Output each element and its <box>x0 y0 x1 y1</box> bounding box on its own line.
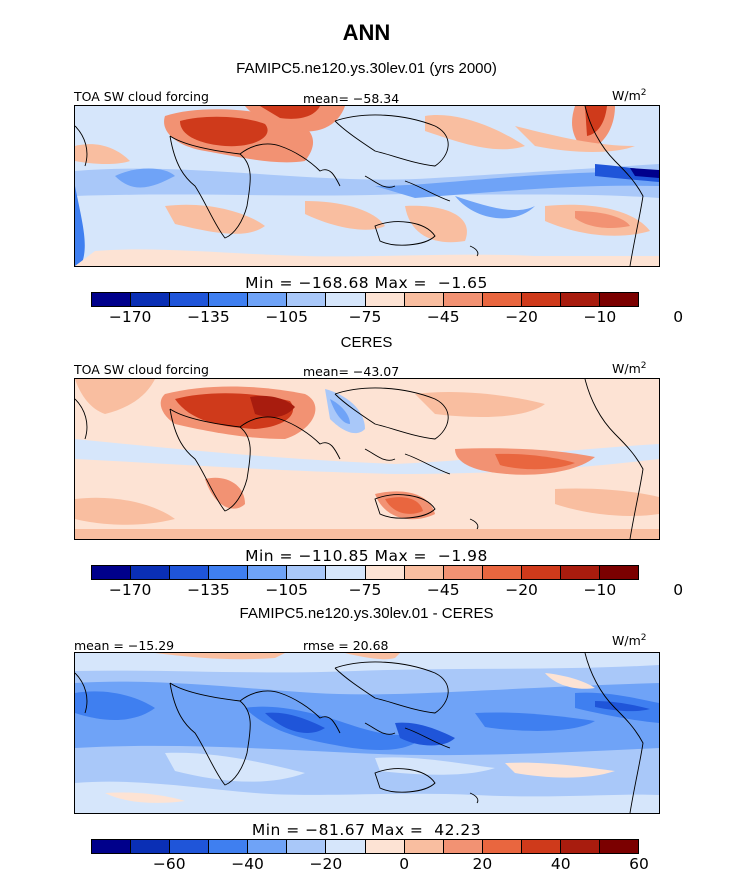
colorbar-swatch <box>92 293 132 306</box>
colorbar-swatch <box>92 566 132 579</box>
panel-2-mean-label: mean= −43.07 <box>303 364 400 379</box>
colorbar-swatch <box>521 293 561 306</box>
panel-2-colorbar-ticks: −170 −135 −105 −75 −45 −20 −10 0 <box>91 581 683 601</box>
panel-2-units: W/m2 <box>612 361 647 377</box>
colorbar-tick-label: −20 <box>309 855 343 873</box>
colorbar-swatch <box>326 840 366 853</box>
colorbar-tick-label: −170 <box>108 308 152 326</box>
colorbar-tick-label: 40 <box>550 855 571 873</box>
colorbar-swatch <box>600 293 639 306</box>
colorbar-swatch <box>560 566 601 579</box>
colorbar-swatch <box>365 840 405 853</box>
colorbar-tick-label: 20 <box>472 855 493 873</box>
colorbar-swatch <box>443 840 483 853</box>
colorbar-tick-label: −10 <box>583 308 617 326</box>
colorbar-swatch <box>404 293 444 306</box>
colorbar-swatch <box>131 566 171 579</box>
panel-1-colorbar <box>91 292 639 307</box>
colorbar-tick-label: −105 <box>265 308 308 326</box>
panel-3-minmax: Min = −81.67 Max = 42.23 <box>251 821 482 839</box>
colorbar-swatch <box>365 293 405 306</box>
panel-3-heading: FAMIPC5.ne120.ys.30lev.01 - CERES <box>239 605 494 622</box>
colorbar-tick-label: −170 <box>108 581 152 599</box>
colorbar-swatch <box>600 566 639 579</box>
panel-2-map <box>74 378 660 540</box>
colorbar-tick-label: −45 <box>426 308 460 326</box>
panel-3-map <box>74 652 660 814</box>
colorbar-swatch <box>482 293 522 306</box>
panel-2-heading: CERES <box>340 334 393 351</box>
colorbar-swatch <box>131 840 171 853</box>
colorbar-swatch <box>287 840 327 853</box>
colorbar-tick-label: 0 <box>673 308 684 326</box>
panel-1-heading: FAMIPC5.ne120.ys.30lev.01 (yrs 2000) <box>236 60 497 77</box>
colorbar-tick-label: −60 <box>152 855 186 873</box>
panel-2-left-label: TOA SW cloud forcing <box>74 362 209 377</box>
colorbar-swatch <box>287 293 327 306</box>
colorbar-tick-label: −40 <box>231 855 264 873</box>
colorbar-swatch <box>248 840 288 853</box>
panel-1-units: W/m2 <box>612 88 647 104</box>
colorbar-swatch <box>482 566 522 579</box>
colorbar-swatch <box>326 293 366 306</box>
colorbar-swatch <box>209 293 249 306</box>
colorbar-tick-label: −135 <box>187 581 230 599</box>
colorbar-tick-label: 0 <box>399 855 410 873</box>
panel-1-left-label: TOA SW cloud forcing <box>74 89 209 104</box>
colorbar-swatch <box>404 840 444 853</box>
colorbar-swatch <box>521 840 561 853</box>
panel-3-left-label: mean = −15.29 <box>74 638 175 653</box>
colorbar-swatch <box>92 840 132 853</box>
panel-3-colorbar <box>91 839 639 854</box>
colorbar-tick-label: −135 <box>187 308 230 326</box>
colorbar-tick-label: −10 <box>583 581 617 599</box>
colorbar-tick-label: 60 <box>629 855 649 873</box>
colorbar-tick-label: −45 <box>426 581 460 599</box>
colorbar-swatch <box>170 293 210 306</box>
colorbar-swatch <box>560 840 601 853</box>
colorbar-swatch <box>248 566 288 579</box>
panel-1-minmax: Min = −168.68 Max = −1.65 <box>245 274 488 292</box>
colorbar-swatch <box>209 566 249 579</box>
colorbar-swatch <box>326 566 366 579</box>
colorbar-tick-label: 0 <box>673 581 684 599</box>
panel-1-colorbar-ticks: −170 −135 −105 −75 −45 −20 −10 0 <box>91 308 683 328</box>
panel-1-map <box>74 105 660 267</box>
colorbar-swatch <box>443 293 483 306</box>
panel-3-units: W/m2 <box>612 633 647 649</box>
colorbar-swatch <box>443 566 483 579</box>
colorbar-swatch <box>560 293 601 306</box>
panel-2-minmax: Min = −110.85 Max = −1.98 <box>245 547 488 565</box>
colorbar-swatch <box>209 840 249 853</box>
panel-3-colorbar-ticks: −60 −40 −20 0 20 40 60 <box>91 855 649 875</box>
panel-1-mean-label: mean= −58.34 <box>303 91 400 106</box>
colorbar-tick-label: −105 <box>265 581 308 599</box>
panel-2-colorbar <box>91 565 639 580</box>
colorbar-swatch <box>170 566 210 579</box>
colorbar-swatch <box>131 293 171 306</box>
colorbar-swatch <box>482 840 522 853</box>
colorbar-swatch <box>521 566 561 579</box>
colorbar-tick-label: −75 <box>348 581 382 599</box>
colorbar-swatch <box>365 566 405 579</box>
colorbar-swatch <box>170 840 210 853</box>
colorbar-swatch <box>287 566 327 579</box>
colorbar-swatch <box>600 840 639 853</box>
colorbar-tick-label: −20 <box>505 581 538 599</box>
colorbar-swatch <box>248 293 288 306</box>
colorbar-swatch <box>404 566 444 579</box>
figure-title: ANN <box>342 20 391 45</box>
colorbar-tick-label: −20 <box>505 308 538 326</box>
panel-3-rmse-label: rmse = 20.68 <box>303 638 389 653</box>
colorbar-tick-label: −75 <box>348 308 382 326</box>
